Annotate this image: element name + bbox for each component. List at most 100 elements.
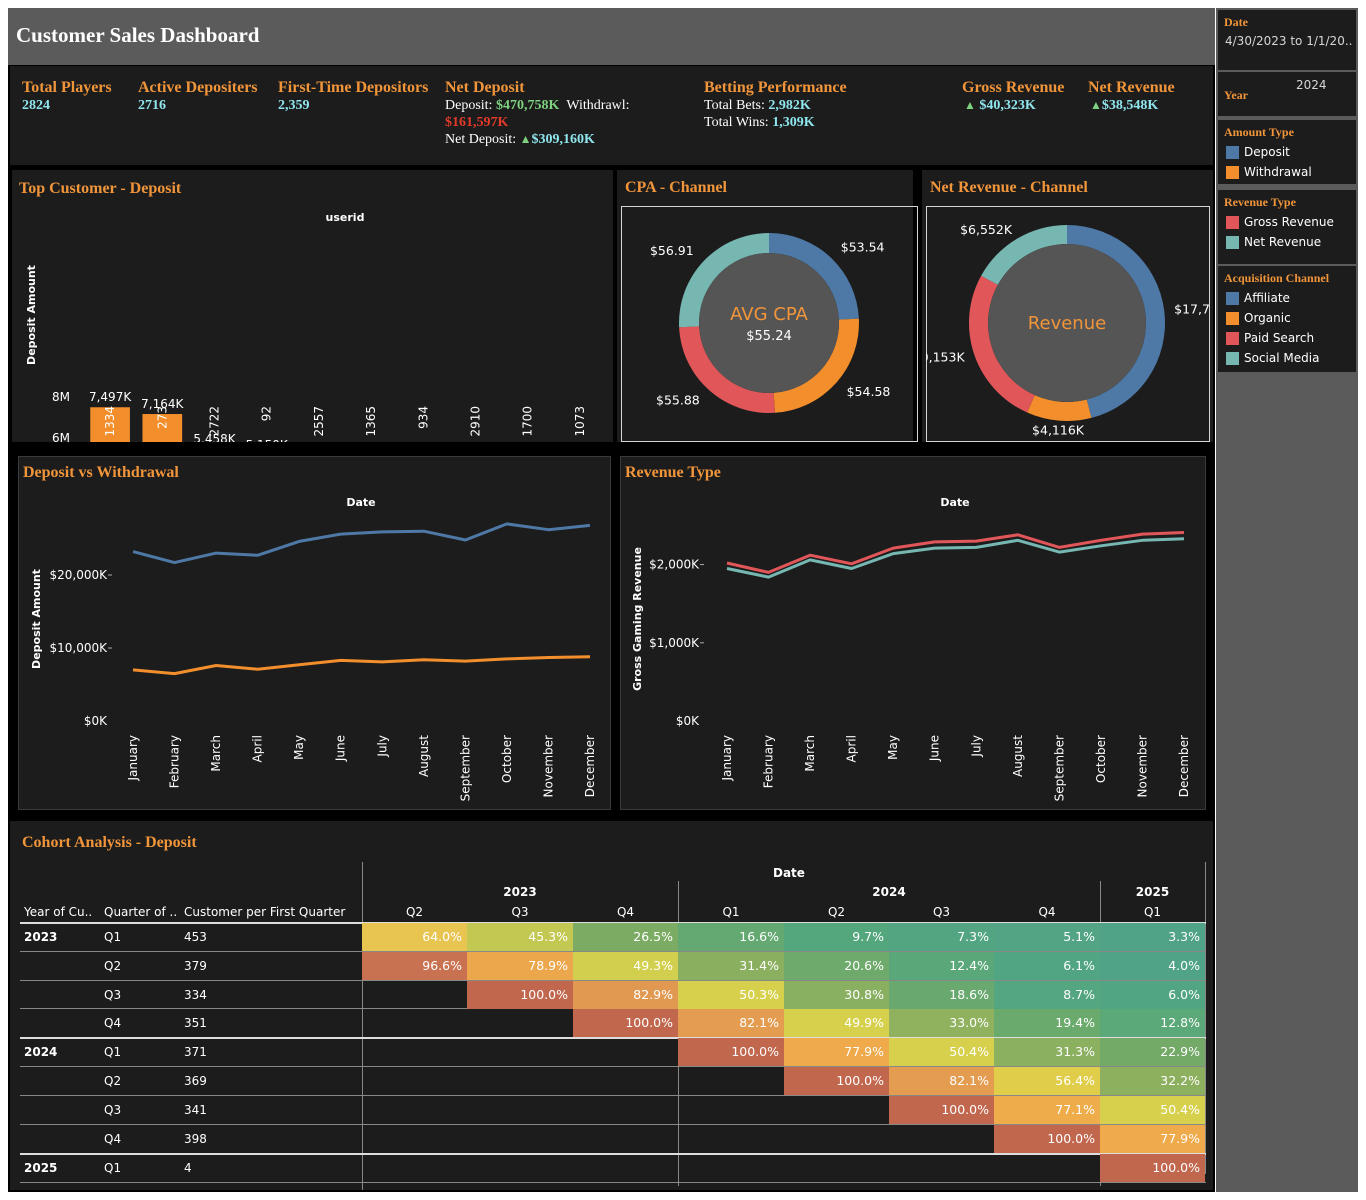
cohort-cell: 33.0%	[889, 1009, 994, 1037]
first-time-depositors-label: First-Time Depositors	[278, 79, 429, 96]
date-filter-value[interactable]: 4/30/2023 to 1/1/20..	[1225, 34, 1353, 48]
legend-swatch	[1226, 216, 1239, 229]
total-bets-label: Total Bets:	[704, 98, 765, 113]
legend-swatch	[1226, 352, 1239, 365]
kpi-strip: Total Players 2824 Active Depositers 271…	[10, 66, 1213, 165]
bar-x-tick-label: 1073	[573, 406, 587, 437]
revenue-x-tick-label: November	[1135, 735, 1149, 797]
deposit-series-line	[132, 655, 591, 676]
amount-type-legend-title: Amount Type	[1224, 125, 1294, 139]
revenue-x-tick-label: May	[886, 735, 900, 760]
revenue-type-legend: Revenue Type Gross Revenue Net Revenue	[1218, 190, 1356, 264]
cohort-row-customers: 398	[184, 1132, 207, 1146]
cohort-cell: 100.0%	[1100, 1154, 1205, 1182]
bar-x-tick-label: 2722	[208, 406, 222, 437]
deposit-series-line	[132, 522, 591, 565]
revenue-x-tick-label: September	[1052, 735, 1066, 801]
cohort-year-header: 2024	[872, 885, 906, 899]
bar-x-tick-label: 934	[416, 406, 430, 429]
bar-x-tick-label: 92	[260, 406, 274, 421]
cohort-row-year: 2023	[24, 930, 58, 944]
bar-y-tick-label: 8M	[52, 390, 70, 404]
revenue-x-tick-label: April	[845, 735, 859, 762]
net-revenue-kpi: ▲$38,548K	[1090, 98, 1158, 114]
cohort-cell: 9.7%	[784, 923, 889, 951]
cohort-cell: 20.6%	[784, 952, 889, 980]
legend-label: Gross Revenue	[1244, 215, 1334, 229]
bar-data-label: 7,497K	[89, 390, 132, 404]
revenue-x-tick-label: July	[969, 735, 983, 758]
cohort-row-quarter: Q2	[104, 959, 122, 973]
bar	[90, 407, 130, 442]
cohort-cell: 100.0%	[573, 1009, 678, 1037]
year-filter-value[interactable]: 2024	[1296, 78, 1327, 92]
total-wins-value: 1,309K	[772, 115, 815, 130]
revenue-slice	[1067, 225, 1165, 418]
legend-swatch	[1226, 312, 1239, 325]
cohort-quarter-header: Q2	[827, 905, 846, 919]
cohort-row-divider	[20, 1153, 1206, 1155]
cohort-row-customers: 371	[184, 1045, 207, 1059]
cohort-cell: 77.9%	[784, 1038, 889, 1066]
revenue-x-tick-label: March	[803, 735, 817, 772]
deposit-vs-withdrawal-title: Deposit vs Withdrawal	[23, 464, 179, 481]
deposit-x-tick-label: September	[458, 735, 472, 801]
up-arrow-icon: ▲	[519, 132, 532, 146]
cohort-row-quarter: Q1	[104, 930, 122, 944]
cohort-cell: 5.1%	[994, 923, 1100, 951]
acquisition-channel-legend-title: Acquisition Channel	[1224, 271, 1330, 285]
cohort-row-quarter: Q4	[104, 1016, 122, 1030]
cohort-row-customers: 369	[184, 1074, 207, 1088]
legend-label: Deposit	[1244, 145, 1290, 159]
revenue-x-tick-label: December	[1177, 735, 1191, 797]
cohort-col-customers-header: Customer per First Quarter	[184, 905, 346, 919]
deposit-withdrawal-line-chart: Date Deposit Amount $0K $10,000K $20,000K Jan…	[30, 496, 597, 801]
cohort-divider	[362, 862, 363, 1190]
bar-x-tick-label: 1365	[364, 406, 378, 437]
revenue-slice-label: $17,726K	[1174, 301, 1210, 316]
net-revenue-value: $38,548K	[1101, 98, 1159, 113]
bar-x-tick-label: 273	[155, 406, 169, 429]
cpa-slice-label: $53.54	[841, 240, 885, 255]
cohort-row-year: 2024	[24, 1045, 58, 1059]
cohort-cell: 31.3%	[994, 1038, 1100, 1066]
cohort-row-divider	[20, 980, 1206, 981]
cohort-cell: 12.4%	[889, 952, 994, 980]
net-revenue-donut-chart: $17,726K $4,116K $10,153K $6,552K Revenue	[926, 222, 1210, 438]
revenue-y-tick-label: $1,000K	[649, 636, 700, 650]
legend-swatch	[1226, 146, 1239, 159]
revenue-x-tick-label: January	[720, 735, 734, 782]
bar-x-tick-label: 1334	[103, 406, 117, 437]
cohort-cell: 26.5%	[573, 923, 678, 951]
cohort-quarter-header: Q3	[511, 905, 529, 919]
cpa-slice	[773, 318, 859, 413]
cohort-row-quarter: Q1	[104, 1045, 122, 1059]
legend-label: Affiliate	[1244, 291, 1290, 305]
legend-label: Organic	[1244, 311, 1291, 325]
cohort-row-quarter: Q4	[104, 1132, 122, 1146]
gross-revenue-label: Gross Revenue	[962, 79, 1065, 96]
revenue-x-axis-title: Date	[940, 496, 969, 509]
cohort-date-header: Date	[773, 866, 805, 880]
cohort-cell: 100.0%	[467, 981, 573, 1009]
cohort-row-quarter: Q3	[104, 988, 122, 1002]
legend-swatch	[1226, 292, 1239, 305]
date-filter[interactable]: Date 4/30/2023 to 1/1/20..	[1218, 10, 1356, 70]
net-deposit-label: Net Deposit	[445, 79, 525, 96]
cohort-cell: 7.3%	[889, 923, 994, 951]
top-customer-title: Top Customer - Deposit	[19, 180, 182, 197]
deposit-y-tick-label: $0K	[84, 714, 108, 728]
revenue-type-line-chart: Date Gross Gaming Revenue $0K $1,000K $2,000…	[631, 496, 1191, 801]
cohort-cell: 82.1%	[678, 1009, 784, 1037]
year-filter[interactable]: Year 2024	[1218, 72, 1356, 116]
revenue-type-title: Revenue Type	[625, 464, 721, 481]
cohort-cell: 82.1%	[889, 1067, 994, 1095]
first-time-depositors-value: 2,359	[278, 98, 310, 113]
deposit-vs-withdrawal-panel: Deposit vs Withdrawal Date Deposit Amount…	[18, 456, 611, 810]
legend-label: Paid Search	[1244, 331, 1315, 345]
net-revenue-label: Net Revenue	[1088, 79, 1175, 96]
cohort-cell: 82.9%	[573, 981, 678, 1009]
cohort-row-divider	[20, 1066, 1206, 1067]
legend-swatch	[1226, 166, 1239, 179]
